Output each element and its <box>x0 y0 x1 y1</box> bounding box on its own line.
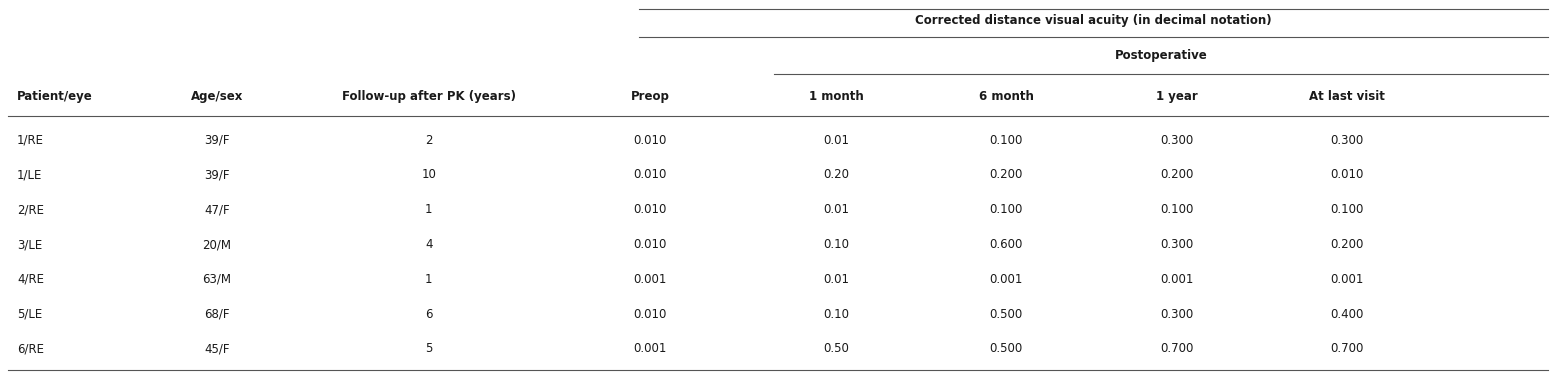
Text: 1 month: 1 month <box>809 90 864 103</box>
Text: 68/F: 68/F <box>204 308 229 320</box>
Text: 5/LE: 5/LE <box>17 308 42 320</box>
Text: 0.50: 0.50 <box>823 343 850 356</box>
Text: 0.500: 0.500 <box>990 308 1023 320</box>
Text: 0.10: 0.10 <box>823 238 850 251</box>
Text: 0.01: 0.01 <box>823 203 850 216</box>
Text: 10: 10 <box>421 168 437 181</box>
Text: 0.200: 0.200 <box>990 168 1023 181</box>
Text: Postoperative: Postoperative <box>1115 49 1208 62</box>
Text: 0.001: 0.001 <box>1330 273 1364 286</box>
Text: 6: 6 <box>426 308 433 320</box>
Text: 0.20: 0.20 <box>823 168 850 181</box>
Text: 0.200: 0.200 <box>1160 168 1193 181</box>
Text: 1 year: 1 year <box>1155 90 1197 103</box>
Text: Preop: Preop <box>631 90 670 103</box>
Text: 0.300: 0.300 <box>1160 134 1193 147</box>
Text: 0.01: 0.01 <box>823 273 850 286</box>
Text: At last visit: At last visit <box>1310 90 1384 103</box>
Text: 0.100: 0.100 <box>1160 203 1193 216</box>
Text: Corrected distance visual acuity (in decimal notation): Corrected distance visual acuity (in dec… <box>915 14 1272 27</box>
Text: Patient/eye: Patient/eye <box>17 90 94 103</box>
Text: 39/F: 39/F <box>204 168 229 181</box>
Text: 1/LE: 1/LE <box>17 168 42 181</box>
Text: 0.10: 0.10 <box>823 308 850 320</box>
Text: 0.400: 0.400 <box>1330 308 1364 320</box>
Text: 4: 4 <box>426 238 433 251</box>
Text: 45/F: 45/F <box>204 343 229 356</box>
Text: 2/RE: 2/RE <box>17 203 44 216</box>
Text: Age/sex: Age/sex <box>190 90 243 103</box>
Text: 0.600: 0.600 <box>990 238 1023 251</box>
Text: 6 month: 6 month <box>979 90 1034 103</box>
Text: 0.010: 0.010 <box>633 203 667 216</box>
Text: 0.700: 0.700 <box>1330 343 1364 356</box>
Text: 0.010: 0.010 <box>1330 168 1364 181</box>
Text: 5: 5 <box>426 343 432 356</box>
Text: Follow-up after PK (years): Follow-up after PK (years) <box>341 90 516 103</box>
Text: 20/M: 20/M <box>203 238 231 251</box>
Text: 63/M: 63/M <box>203 273 231 286</box>
Text: 0.001: 0.001 <box>990 273 1023 286</box>
Text: 2: 2 <box>426 134 433 147</box>
Text: 0.001: 0.001 <box>1160 273 1193 286</box>
Text: 1: 1 <box>426 203 433 216</box>
Text: 0.01: 0.01 <box>823 134 850 147</box>
Text: 47/F: 47/F <box>204 203 229 216</box>
Text: 1/RE: 1/RE <box>17 134 44 147</box>
Text: 39/F: 39/F <box>204 134 229 147</box>
Text: 0.300: 0.300 <box>1160 238 1193 251</box>
Text: 0.001: 0.001 <box>633 343 667 356</box>
Text: 0.100: 0.100 <box>990 134 1023 147</box>
Text: 4/RE: 4/RE <box>17 273 44 286</box>
Text: 0.001: 0.001 <box>633 273 667 286</box>
Text: 3/LE: 3/LE <box>17 238 42 251</box>
Text: 0.200: 0.200 <box>1330 238 1364 251</box>
Text: 0.500: 0.500 <box>990 343 1023 356</box>
Text: 1: 1 <box>426 273 433 286</box>
Text: 0.010: 0.010 <box>633 168 667 181</box>
Text: 0.100: 0.100 <box>1330 203 1364 216</box>
Text: 0.010: 0.010 <box>633 308 667 320</box>
Text: 0.100: 0.100 <box>990 203 1023 216</box>
Text: 0.010: 0.010 <box>633 238 667 251</box>
Text: 0.300: 0.300 <box>1160 308 1193 320</box>
Text: 0.700: 0.700 <box>1160 343 1193 356</box>
Text: 0.010: 0.010 <box>633 134 667 147</box>
Text: 0.300: 0.300 <box>1330 134 1364 147</box>
Text: 6/RE: 6/RE <box>17 343 44 356</box>
